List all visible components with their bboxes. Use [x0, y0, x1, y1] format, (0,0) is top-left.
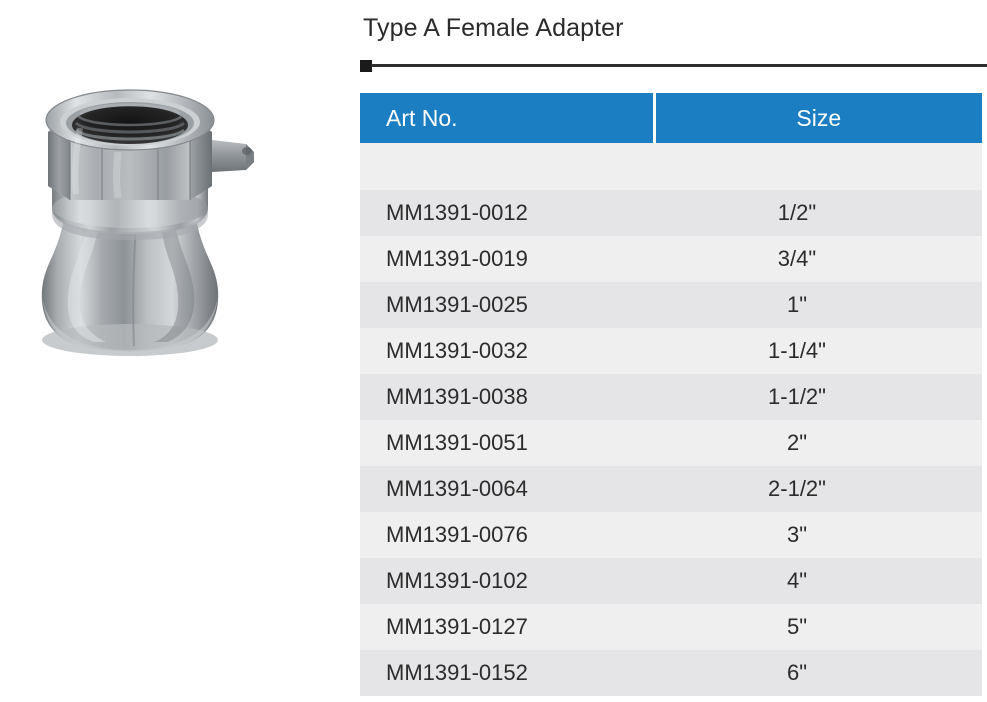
cell-size: 2-1/2" [768, 476, 826, 501]
cell-size: 1" [786, 292, 808, 317]
cell-size: 3/4" [777, 246, 817, 271]
table-row[interactable]: MM1391-0152 6" [360, 650, 982, 696]
cell-art-no: MM1391-0051 [386, 430, 528, 455]
cell-art-no: MM1391-0025 [386, 292, 528, 317]
table-spacer-row [360, 143, 982, 190]
cell-size: 2" [786, 430, 808, 455]
divider-line [371, 64, 987, 67]
cell-art-no: MM1391-0064 [386, 476, 528, 501]
page-title: Type A Female Adapter [363, 14, 624, 42]
table-row[interactable]: MM1391-0038 1-1/2" [360, 374, 982, 420]
product-photo-camlock-adapter [18, 68, 268, 386]
table-row[interactable]: MM1391-0102 4" [360, 558, 982, 604]
cell-size: 3" [786, 522, 808, 547]
cell-art-no: MM1391-0032 [386, 338, 528, 363]
table-row[interactable]: MM1391-0064 2-1/2" [360, 466, 982, 512]
cell-size: 1-1/4" [768, 338, 826, 363]
cell-size: 6" [786, 660, 808, 685]
product-image-pane [0, 0, 352, 702]
cell-size: 4" [786, 568, 808, 593]
cell-size: 1-1/2" [768, 384, 826, 409]
spacer-cell-size [654, 143, 982, 190]
title-divider [360, 58, 987, 74]
table-row[interactable]: MM1391-0019 3/4" [360, 236, 982, 282]
table-row[interactable]: MM1391-0012 1/2" [360, 190, 982, 236]
table-header: Art No. Size [360, 93, 982, 143]
spacer-cell-art [360, 143, 654, 190]
column-header-art-no[interactable]: Art No. [360, 93, 656, 143]
table-row[interactable]: MM1391-0127 5" [360, 604, 982, 650]
cell-art-no: MM1391-0012 [386, 200, 528, 225]
cell-art-no: MM1391-0127 [386, 614, 528, 639]
table-header-row: Art No. Size [360, 93, 982, 143]
column-header-size[interactable]: Size [654, 93, 982, 143]
cell-art-no: MM1391-0038 [386, 384, 528, 409]
table-row[interactable]: MM1391-0051 2" [360, 420, 982, 466]
specification-table: Art No. Size MM1391-0012 1/2" MM1391-001… [360, 93, 982, 696]
table-body: MM1391-0012 1/2" MM1391-0019 3/4" MM1391… [360, 143, 982, 696]
spec-pane: Type A Female Adapter Art No. Size MM139… [352, 0, 987, 702]
cell-art-no: MM1391-0152 [386, 660, 528, 685]
square-bullet-icon [360, 60, 372, 72]
cell-size: 1/2" [777, 200, 817, 225]
table-row[interactable]: MM1391-0025 1" [360, 282, 982, 328]
cell-size: 5" [786, 614, 808, 639]
cell-art-no: MM1391-0076 [386, 522, 528, 547]
cell-art-no: MM1391-0019 [386, 246, 528, 271]
table-row[interactable]: MM1391-0076 3" [360, 512, 982, 558]
table-row[interactable]: MM1391-0032 1-1/4" [360, 328, 982, 374]
cell-art-no: MM1391-0102 [386, 568, 528, 593]
